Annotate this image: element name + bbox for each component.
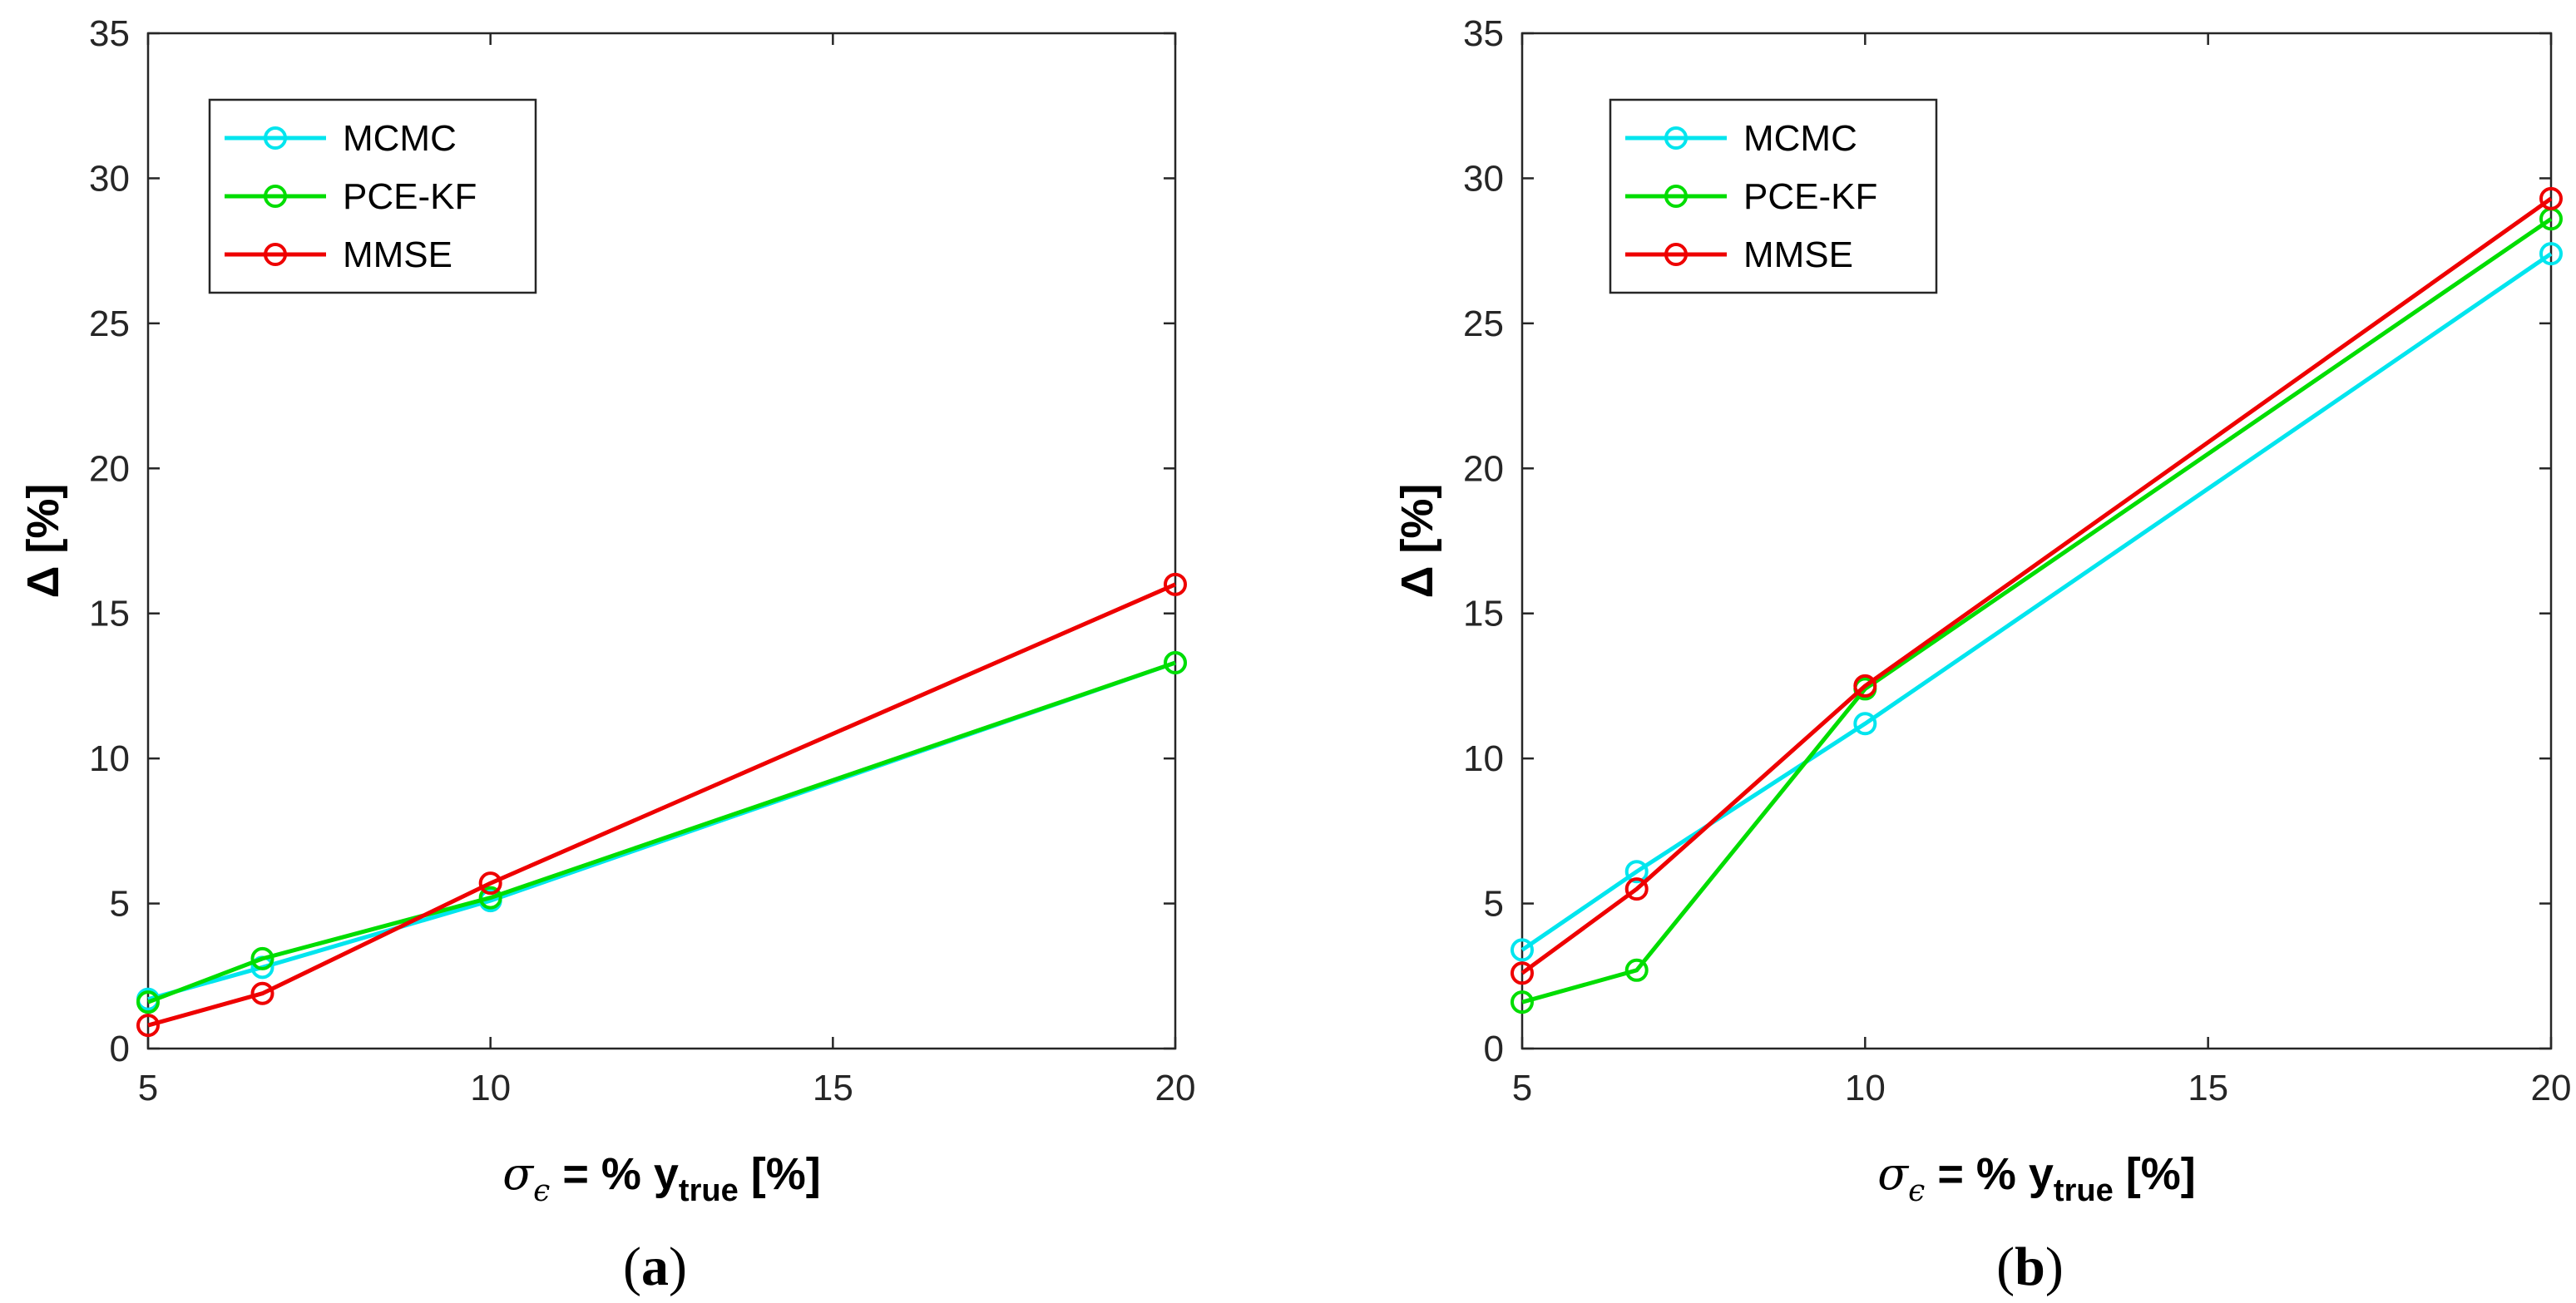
y-tick-label: 0: [110, 1029, 130, 1069]
data-point-mmse: [1510, 961, 1534, 985]
y-tick-label: 30: [89, 158, 130, 199]
data-point-mcmc: [1510, 938, 1534, 962]
x-axis-label-tail: [%]: [2114, 1149, 2196, 1199]
y-tick-label: 15: [1463, 594, 1504, 634]
legend-marker-mcmc: [264, 126, 287, 150]
x-tick-label: 15: [2188, 1068, 2228, 1108]
series-line-pce-kf: [147, 660, 1176, 1004]
legend-marker-mmse: [1664, 243, 1688, 266]
x-axis-label: σϵ = % ytrue [%]: [1877, 1148, 2195, 1208]
legend: MCMC PCE-KF MMSE: [208, 98, 537, 294]
data-point-mmse: [478, 871, 502, 896]
series-line-mmse: [1520, 196, 2553, 975]
x-axis-label-text: = % y: [550, 1149, 679, 1199]
series-line-pce-kf: [1521, 217, 2553, 1004]
legend-label-mcmc: MCMC: [343, 118, 457, 159]
x-axis-label-sub: true: [679, 1173, 739, 1208]
x-axis-label-sub: true: [2054, 1173, 2114, 1208]
panel-label: (b): [1996, 1236, 2064, 1297]
y-axis-label: Δ [%]: [18, 484, 68, 599]
x-tick-label: 5: [1512, 1068, 1532, 1108]
data-point-mmse: [1853, 674, 1877, 698]
data-point-mmse: [250, 981, 274, 1005]
data-point-pce-kf: [1164, 651, 1187, 675]
data-point-mcmc: [1853, 712, 1877, 736]
data-point-pce-kf: [1624, 958, 1649, 982]
x-axis-label: σϵ = % ytrue [%]: [502, 1148, 820, 1208]
y-tick-label: 10: [1463, 738, 1504, 779]
x-axis-label-text: = % y: [1925, 1149, 2054, 1199]
x-tick-label: 20: [1155, 1068, 1196, 1108]
x-tick-label: 5: [138, 1068, 158, 1108]
x-axis-label-tail: [%]: [739, 1149, 821, 1199]
x-tick-label: 10: [1845, 1068, 1886, 1108]
y-tick-label: 20: [89, 448, 130, 489]
legend-marker-mcmc: [1664, 126, 1688, 150]
legend-marker-mmse: [264, 243, 287, 266]
data-point-pce-kf: [250, 946, 274, 970]
data-point-mmse: [1164, 572, 1187, 596]
x-axis-label-sigma-sub: ϵ: [533, 1174, 550, 1208]
legend-marker-pce-kf: [1664, 185, 1688, 208]
y-tick-label: 15: [89, 594, 130, 634]
legend: MCMC PCE-KF MMSE: [1609, 98, 1938, 294]
x-tick-label: 10: [470, 1068, 511, 1108]
y-tick-label: 30: [1463, 158, 1504, 199]
y-tick-label: 0: [1484, 1029, 1504, 1069]
legend-marker-pce-kf: [264, 185, 287, 208]
legend-label-mmse: MMSE: [343, 234, 452, 275]
data-point-mcmc: [2539, 242, 2563, 266]
data-point-mmse: [2539, 186, 2563, 210]
y-tick-label: 35: [1463, 13, 1504, 54]
y-tick-label: 20: [1463, 448, 1504, 489]
data-point-mmse: [1624, 877, 1649, 901]
series-line-mcmc: [1520, 252, 2553, 952]
y-axis-label: Δ [%]: [1392, 484, 1442, 599]
panel-label: (a): [623, 1236, 687, 1297]
y-tick-label: 35: [89, 13, 130, 54]
legend-label-pce-kf: PCE-KF: [1743, 176, 1877, 217]
legend-label-pce-kf: PCE-KF: [343, 176, 477, 217]
legend-label-mcmc: MCMC: [1743, 118, 1857, 159]
x-axis-label-sigma-sub: ϵ: [1908, 1174, 1925, 1208]
x-axis-label-sigma: σ: [502, 1148, 535, 1200]
data-point-pce-kf: [1510, 990, 1534, 1014]
x-axis-label-sigma: σ: [1877, 1148, 1910, 1200]
y-tick-label: 25: [1463, 304, 1504, 344]
x-tick-label: 15: [813, 1068, 853, 1108]
data-point-pce-kf: [136, 990, 160, 1014]
y-tick-label: 5: [110, 884, 130, 925]
data-point-pce-kf: [478, 886, 502, 910]
data-point-mcmc: [1624, 860, 1649, 884]
legend-label-mmse: MMSE: [1743, 234, 1853, 275]
y-tick-label: 25: [89, 304, 130, 344]
x-tick-label: 20: [2531, 1068, 2572, 1108]
y-tick-label: 10: [89, 738, 130, 779]
y-tick-label: 5: [1484, 884, 1504, 925]
series-line-mmse: [147, 582, 1176, 1028]
data-point-mmse: [136, 1014, 160, 1038]
